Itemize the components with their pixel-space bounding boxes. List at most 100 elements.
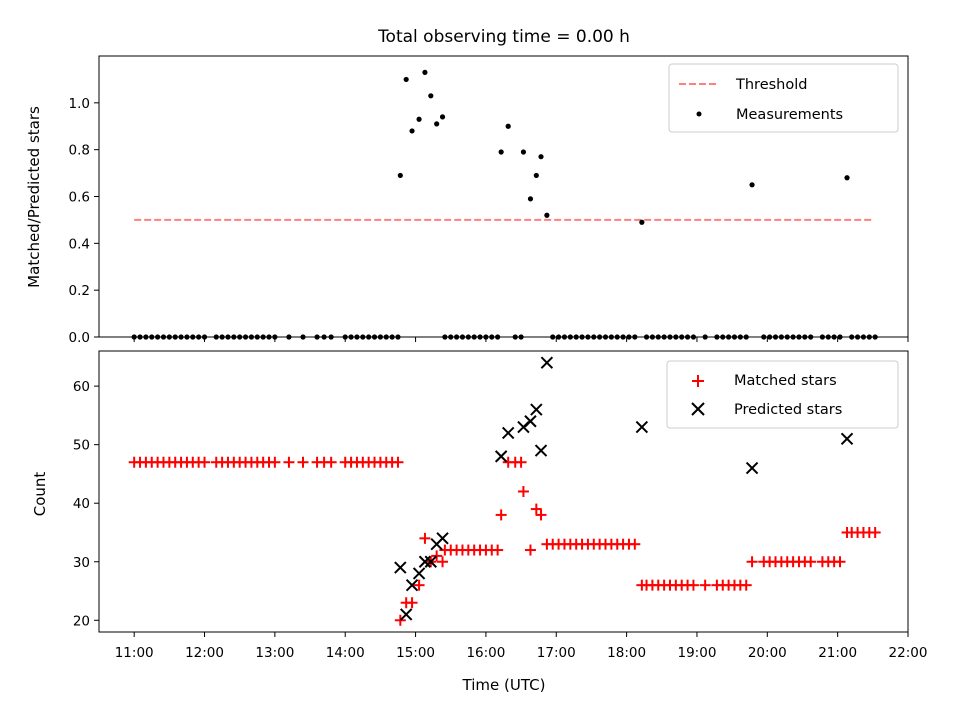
predicted-star-marker (534, 444, 548, 457)
legend-threshold-label: Threshold (735, 77, 807, 93)
measurement-point (498, 149, 504, 155)
matched-star-marker (406, 597, 418, 609)
x-tick-label: 22:00 (889, 645, 928, 661)
matched-star-marker (199, 456, 211, 468)
matched-star-marker (535, 509, 547, 521)
x-tick-label: 15:00 (396, 645, 435, 661)
matched-star-marker (325, 456, 337, 468)
bottom-y-tick-label: 50 (73, 438, 90, 454)
measurement-point (544, 212, 550, 218)
chart-title: Total observing time = 0.00 h (377, 27, 630, 47)
legend-measurements-label: Measurements (736, 107, 843, 123)
top-y-tick-label: 0.4 (69, 236, 90, 252)
bottom-legend-box (666, 360, 899, 429)
predicted-star-stroke-b (635, 420, 649, 434)
matched-star-marker (869, 526, 881, 538)
predicted-star-marker (530, 403, 543, 416)
top-legend: Threshold Measurements (668, 63, 899, 133)
predicted-star-marker (424, 555, 438, 568)
matched-star-marker (699, 579, 711, 591)
legend-measurements-marker (696, 111, 702, 117)
bottom-y-tick-label: 20 (73, 613, 90, 629)
x-axis-label: Time (UTC) (462, 676, 546, 694)
measurement-point (397, 172, 403, 179)
predicted-star-stroke-b (399, 608, 413, 621)
legend-matched-marker (692, 375, 704, 387)
matched-star-marker (392, 456, 404, 468)
matched-star-marker (524, 544, 536, 556)
predicted-star-stroke-b (412, 567, 426, 580)
predicted-star-stroke-b (494, 450, 508, 463)
predicted-star-marker (501, 426, 515, 440)
predicted-star-marker (394, 561, 407, 574)
matched-star-marker (495, 509, 507, 521)
predicted-star-stroke-b (840, 432, 854, 446)
predicted-star-marker (418, 555, 432, 568)
measurement-point (749, 182, 755, 188)
top-y-tick-label: 0.8 (69, 143, 90, 159)
bottom-y-axis-label: Count (31, 472, 49, 517)
bottom-legend: Matched stars Predicted stars (666, 360, 899, 429)
top-legend-box (668, 63, 899, 133)
legend-predicted-marker (691, 402, 705, 416)
matched-star-marker (687, 579, 699, 591)
matched-star-marker (413, 579, 425, 591)
x-tick-label: 11:00 (115, 645, 154, 661)
predicted-star-marker (405, 578, 419, 592)
predicted-star-stroke-b (524, 415, 537, 428)
bottom-axes-frame (98, 350, 909, 633)
matched-star-marker (419, 532, 431, 544)
measurement-point (520, 149, 527, 155)
top-y-tick-label: 0.6 (69, 190, 90, 206)
matched-star-marker (834, 556, 846, 568)
matched-star-marker (740, 579, 752, 591)
matched-star-marker (297, 456, 309, 468)
predicted-star-stroke-b (530, 403, 543, 416)
measurement-point (416, 116, 422, 122)
matched-star-marker (629, 538, 641, 550)
predicted-star-stroke-b (501, 426, 515, 440)
x-tick-label: 21:00 (818, 645, 857, 661)
measurement-point (505, 123, 511, 129)
measurement-point (538, 154, 544, 160)
predicted-star-stroke-b (534, 444, 548, 457)
matched-star-marker (530, 503, 542, 515)
legend-predicted-label: Predicted stars (734, 402, 842, 418)
measurement-point (403, 76, 409, 83)
measurement-point (639, 219, 645, 225)
matched-star-marker (515, 456, 527, 468)
matched-star-marker (394, 614, 406, 626)
matched-star-marker (492, 544, 504, 556)
x-tick-label: 14:00 (326, 645, 365, 661)
measurement-point (434, 121, 440, 127)
predicted-star-marker (840, 432, 854, 446)
matched-star-marker (437, 556, 449, 568)
x-tick-label: 13:00 (255, 645, 294, 661)
measurement-point (844, 175, 850, 181)
matched-star-marker (746, 556, 758, 568)
matched-star-marker (269, 456, 281, 468)
predicted-star-marker (635, 420, 649, 434)
predicted-star-marker (436, 532, 449, 545)
x-tick-label: 18:00 (607, 645, 646, 661)
predicted-star-stroke-b (540, 356, 554, 369)
matched-star-marker (431, 550, 443, 562)
measurement-point (527, 196, 534, 202)
top-y-axis-label: Matched/Predicted stars (25, 106, 43, 288)
measurement-point (422, 69, 428, 75)
top-y-tick-label: 1.0 (69, 96, 90, 112)
predicted-star-stroke-b (436, 532, 449, 545)
predicted-star-marker (540, 356, 554, 369)
predicted-star-marker (399, 608, 413, 621)
predicted-star-stroke-b (418, 555, 432, 568)
measurement-point (439, 114, 446, 120)
x-tick-label: 20:00 (748, 645, 787, 661)
predicted-star-marker (524, 415, 537, 428)
predicted-star-stroke-b (424, 555, 438, 568)
x-tick-label: 17:00 (537, 645, 576, 661)
top-axes-frame (98, 55, 909, 338)
predicted-star-marker (412, 567, 426, 580)
predicted-star-stroke-b (745, 461, 759, 475)
x-tick-label: 16:00 (466, 645, 505, 661)
